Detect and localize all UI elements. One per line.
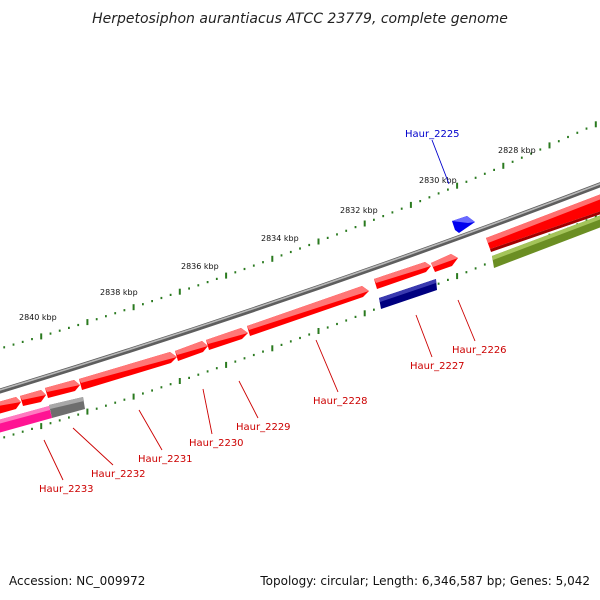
- gene-label-haur-2233[interactable]: Haur_2233: [39, 484, 94, 495]
- feature-haur-2225[interactable]: [452, 216, 475, 233]
- tick-label-2838: 2838 kbp: [100, 288, 138, 297]
- feature-haur-2233[interactable]: [20, 390, 46, 406]
- scale-ring-outer: [3, 121, 597, 349]
- footer-accession: Accession: NC_009972: [9, 574, 146, 588]
- feature-haur-2232[interactable]: [45, 380, 80, 398]
- label-leaders: [43, 139, 476, 481]
- gene-labels: Haur_2225 Haur_2226 Haur_2227 Haur_2228 …: [39, 129, 507, 495]
- map-title: Herpetosiphon aurantiacus ATCC 23779, co…: [92, 11, 508, 27]
- feature-haur-2227-fwd[interactable]: [374, 262, 431, 289]
- feature-haur-2228[interactable]: [247, 286, 369, 336]
- footer-summary: Topology: circular; Length: 6,346,587 bp…: [260, 574, 590, 588]
- tick-label-2830: 2830 kbp: [419, 176, 457, 185]
- feature-haur-2229[interactable]: [206, 328, 248, 350]
- gene-label-haur-2226[interactable]: Haur_2226: [452, 345, 507, 356]
- feature-haur-2226b[interactable]: [431, 254, 458, 272]
- scale-labels: 2840 kbp 2838 kbp 2836 kbp 2834 kbp 2832…: [19, 146, 536, 322]
- tick-label-2836: 2836 kbp: [181, 262, 219, 271]
- tick-label-2840: 2840 kbp: [19, 313, 57, 322]
- scale-ring-inner: [3, 213, 597, 439]
- feature-magenta-left[interactable]: [0, 406, 52, 433]
- feature-grey-left[interactable]: [49, 397, 85, 418]
- gene-label-haur-2230[interactable]: Haur_2230: [189, 438, 244, 449]
- gene-label-haur-2225[interactable]: Haur_2225: [405, 129, 460, 140]
- gene-label-haur-2229[interactable]: Haur_2229: [236, 422, 291, 433]
- feature-haur-2226[interactable]: [486, 193, 600, 252]
- feature-haur-2231[interactable]: [79, 352, 177, 390]
- tick-label-2828: 2828 kbp: [498, 146, 536, 155]
- tick-label-2834: 2834 kbp: [261, 234, 299, 243]
- tick-label-2832: 2832 kbp: [340, 206, 378, 215]
- feature-olive-right[interactable]: [492, 214, 600, 268]
- reverse-strand-features: [0, 214, 600, 433]
- gene-label-haur-2228[interactable]: Haur_2228: [313, 396, 368, 407]
- genome-backbone: [0, 182, 600, 394]
- gene-label-haur-2227[interactable]: Haur_2227: [410, 361, 465, 372]
- gene-label-haur-2231[interactable]: Haur_2231: [138, 454, 193, 465]
- feature-haur-2227[interactable]: [379, 279, 437, 309]
- feature-haur-2230[interactable]: [175, 341, 208, 361]
- feature-left-partial[interactable]: [0, 397, 21, 414]
- forward-strand-features: [0, 193, 600, 414]
- gene-label-haur-2232[interactable]: Haur_2232: [91, 469, 146, 480]
